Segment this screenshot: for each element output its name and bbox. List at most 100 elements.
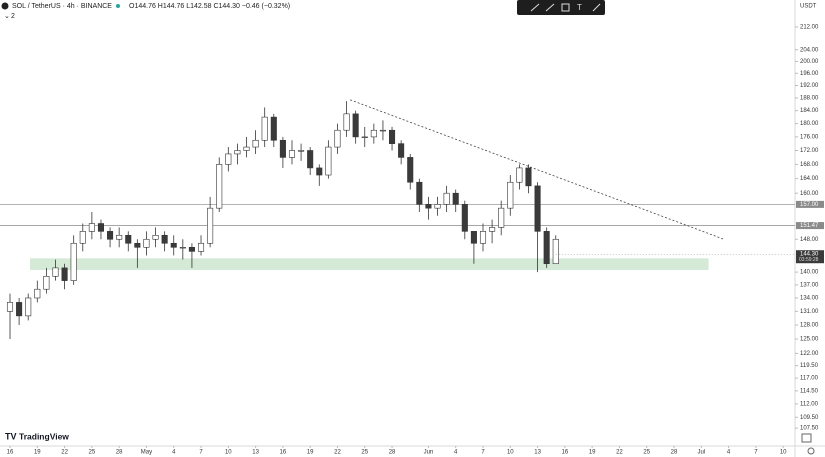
x-tick-label: 4 <box>454 450 458 456</box>
y-tick-label: 148.00 <box>800 237 819 243</box>
candle-body <box>489 227 496 232</box>
x-tick-label: 19 <box>34 450 41 456</box>
candle-body <box>479 231 487 244</box>
candle-body <box>188 247 195 252</box>
candle-body <box>6 302 14 312</box>
tool-measure[interactable] <box>592 3 601 12</box>
indicator-count[interactable]: 2 <box>11 13 15 20</box>
y-tick-label: 109.50 <box>800 415 819 421</box>
watermark: TradingView <box>19 431 69 441</box>
candle-body <box>543 231 550 265</box>
candle-body <box>452 192 459 205</box>
market-status <box>116 4 120 8</box>
countdown: 03:59:28 <box>799 257 819 263</box>
candle-body <box>507 181 514 209</box>
x-tick-label: 16 <box>7 450 14 456</box>
candle-body <box>252 139 259 148</box>
y-tick-label: 204.00 <box>800 47 819 53</box>
candle-body <box>334 129 341 148</box>
candle-body <box>234 150 241 155</box>
candle-body <box>207 207 214 244</box>
y-tick-label: 176.00 <box>800 134 819 140</box>
candle-body <box>179 247 186 249</box>
tool-line[interactable] <box>545 3 555 12</box>
candle-body <box>97 223 104 232</box>
x-tick-label: 28 <box>389 450 396 456</box>
y-tick-label: 184.00 <box>800 108 819 114</box>
candle-body <box>434 204 441 209</box>
candle-body <box>343 113 350 131</box>
y-tick-label: 122.00 <box>800 351 819 357</box>
x-tick-label: 13 <box>252 450 259 456</box>
x-tick-label: 7 <box>754 450 758 456</box>
x-tick-label: 16 <box>280 450 287 456</box>
candle-body <box>389 129 396 144</box>
candle-body <box>34 288 41 299</box>
candle-body <box>43 276 50 290</box>
tool-brush[interactable] <box>530 3 540 12</box>
x-tick-label: Jul <box>697 450 705 456</box>
ohlc-header: O144.76 H144.76 L142.58 C144.30 −0.46 (−… <box>129 3 290 10</box>
settings-button[interactable] <box>807 447 815 455</box>
candle-body <box>161 234 168 244</box>
candle-body <box>243 146 250 151</box>
y-tick-label: 160.00 <box>800 191 819 197</box>
symbol-title: SOL / TetherUS · 4h · BINANCE <box>12 3 112 10</box>
tool-text[interactable]: T <box>577 3 582 12</box>
candle-body <box>16 302 23 317</box>
y-tick-label: 131.00 <box>800 309 819 315</box>
candle-body <box>307 150 314 169</box>
trendline <box>350 99 726 241</box>
last-price-label: 144.30 <box>800 251 819 257</box>
candle-body <box>70 242 77 281</box>
y-tick-label: 180.00 <box>800 121 819 127</box>
candle-body <box>525 167 532 187</box>
y-tick-label: 164.00 <box>800 176 819 182</box>
price-label: 151.47 <box>800 223 819 229</box>
candle-body <box>88 223 95 232</box>
y-tick-label: 128.00 <box>800 323 819 329</box>
y-tick-label: 200.00 <box>800 59 819 65</box>
candle-body <box>79 231 86 244</box>
candle-body <box>270 116 277 141</box>
y-tick-label: 107.50 <box>800 426 819 432</box>
candle-body <box>370 129 377 138</box>
candle-body <box>288 150 296 158</box>
candle-body <box>107 231 114 240</box>
y-tick-label: 125.00 <box>800 337 819 343</box>
candle-body <box>325 146 332 176</box>
x-tick-label: 10 <box>507 450 514 456</box>
x-tick-label: 19 <box>589 450 596 456</box>
candle-body <box>261 116 268 141</box>
candle-body <box>116 234 123 240</box>
x-tick-label: Jun <box>424 450 434 456</box>
candle-body <box>125 234 132 244</box>
price-label-bg <box>796 200 824 208</box>
x-tick-label: 25 <box>361 450 368 456</box>
candle-body <box>470 231 477 244</box>
candle-body <box>52 267 59 277</box>
logo-mark: TV <box>5 431 17 441</box>
screenshot-button[interactable] <box>801 433 812 443</box>
x-tick-label: 28 <box>116 450 123 456</box>
candle-body <box>516 167 523 183</box>
drawing-toolbar: T <box>517 0 605 15</box>
price-label: 157.00 <box>800 202 819 208</box>
candle-body <box>379 129 386 132</box>
candle-body <box>216 164 223 209</box>
y-tick-label: 140.00 <box>800 270 819 276</box>
x-tick-label: 25 <box>89 450 96 456</box>
y-tick-label: 196.00 <box>800 71 819 77</box>
candle-body <box>534 185 541 232</box>
tool-rect[interactable] <box>561 3 570 12</box>
currency-label[interactable]: USDT <box>800 4 817 10</box>
last-price-bg <box>796 250 824 264</box>
candle-body <box>498 207 505 228</box>
y-tick-label: 168.00 <box>800 162 819 168</box>
x-tick-label: May <box>141 450 152 456</box>
indicator-toggle[interactable]: ⌄ <box>4 13 10 20</box>
candle-body <box>279 139 286 158</box>
